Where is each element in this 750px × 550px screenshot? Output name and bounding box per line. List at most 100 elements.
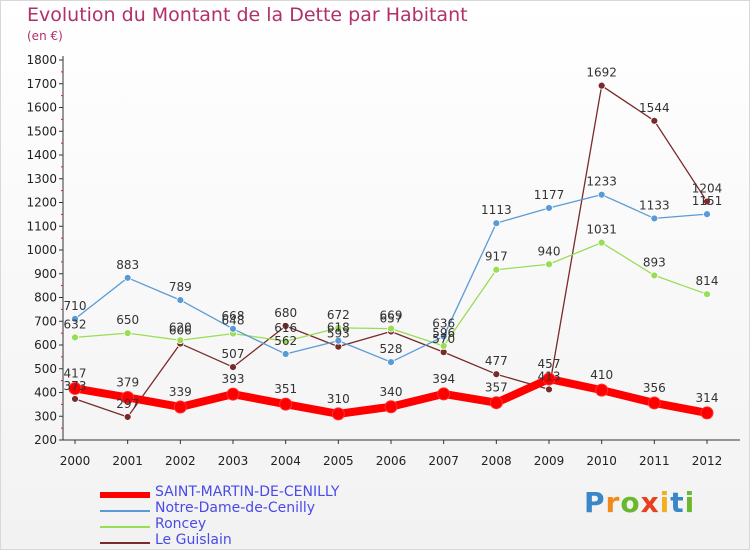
data-point: [71, 395, 79, 403]
data-label: 883: [116, 258, 139, 272]
data-point: [492, 219, 501, 228]
brand-letter: o: [620, 486, 641, 519]
brand-letter: P: [584, 486, 606, 519]
data-point: [334, 323, 343, 332]
data-point: [489, 396, 503, 410]
data-point: [176, 296, 185, 305]
data-label: 1113: [481, 203, 512, 217]
data-point: [279, 397, 293, 411]
y-tick-label: 500: [34, 362, 57, 376]
data-label: 379: [116, 375, 139, 389]
y-tick-label: 600: [34, 338, 57, 352]
data-label: 413: [538, 369, 561, 383]
data-label: 917: [485, 250, 508, 264]
data-point: [542, 372, 556, 386]
data-label: 373: [64, 379, 87, 393]
data-label: 668: [222, 309, 245, 323]
data-point: [703, 290, 711, 299]
y-tick-label: 400: [34, 386, 57, 400]
legend-swatch: [100, 542, 150, 544]
data-point: [703, 197, 711, 206]
x-tick-label: 2000: [60, 454, 91, 468]
data-label: 657: [380, 311, 403, 325]
y-tick-label: 1100: [26, 219, 57, 233]
data-label: 417: [64, 366, 87, 380]
data-label: 562: [274, 334, 297, 348]
data-point: [647, 396, 661, 410]
y-tick-label: 800: [34, 291, 57, 305]
brand-letter: x: [640, 486, 660, 519]
data-label: 570: [432, 332, 455, 346]
data-label: 1151: [692, 194, 723, 208]
data-label: 593: [327, 327, 350, 341]
y-tick-label: 200: [34, 433, 57, 447]
y-tick-label: 1800: [26, 53, 57, 67]
data-label: 297: [116, 397, 139, 411]
data-point: [229, 363, 237, 371]
brand-letter: i: [659, 486, 671, 519]
chart-title: Evolution du Montant de la Dette par Hab…: [27, 4, 468, 26]
y-tick-label: 1000: [26, 243, 57, 257]
data-point: [226, 387, 240, 401]
data-label: 940: [538, 244, 561, 258]
data-label: 339: [169, 385, 192, 399]
data-point: [700, 406, 714, 420]
legend-label: SAINT-MARTIN-DE-CENILLY: [155, 484, 340, 500]
data-point: [597, 238, 606, 247]
data-label: 507: [222, 347, 245, 361]
y-tick-label: 1700: [26, 77, 57, 91]
y-tick-label: 1200: [26, 196, 57, 210]
data-label: 1204: [692, 182, 723, 196]
chart-unit-label: (en €): [27, 29, 63, 43]
data-point: [387, 324, 395, 333]
data-point: [545, 260, 553, 269]
y-tick-label: 300: [34, 409, 57, 423]
data-label: 351: [274, 382, 297, 396]
data-label: 1692: [586, 66, 617, 80]
legend-swatch: [100, 492, 150, 498]
data-label: 1233: [586, 175, 617, 189]
data-label: 650: [116, 313, 139, 327]
data-point: [437, 387, 451, 401]
data-label: 1177: [534, 188, 565, 202]
data-label: 1544: [639, 101, 670, 115]
data-label: 632: [64, 317, 87, 331]
legend-item: Notre-Dame-de-Cenilly: [100, 500, 420, 518]
data-point: [176, 336, 185, 345]
data-point: [71, 314, 79, 323]
x-tick-label: 2005: [323, 454, 354, 468]
data-label: 620: [169, 320, 192, 334]
y-tick-label: 700: [34, 314, 57, 328]
data-label: 357: [485, 381, 508, 395]
x-tick-label: 2010: [586, 454, 617, 468]
y-tick-label: 900: [34, 267, 57, 281]
data-point: [281, 350, 290, 358]
data-point: [121, 390, 135, 404]
data-point: [331, 407, 345, 421]
x-tick-label: 2012: [692, 454, 723, 468]
data-label: 393: [222, 372, 245, 386]
brand-letter: i: [684, 486, 696, 519]
data-label: 394: [432, 372, 455, 386]
data-label: 477: [485, 354, 508, 368]
data-label: 314: [696, 391, 719, 405]
brand-logo: Proxiti: [584, 486, 695, 519]
x-tick-label: 2004: [270, 454, 301, 468]
x-tick-label: 2007: [428, 454, 459, 468]
legend-item: Roncey: [100, 516, 420, 534]
data-label: 340: [380, 385, 403, 399]
data-point: [545, 204, 553, 212]
data-label: 356: [643, 381, 666, 395]
data-point: [545, 385, 553, 394]
data-label: 893: [643, 255, 666, 269]
data-point: [492, 370, 501, 379]
data-point: [229, 324, 237, 333]
x-tick-label: 2002: [165, 454, 196, 468]
data-point: [595, 383, 609, 397]
data-point: [439, 342, 448, 350]
brand-letter: r: [605, 486, 621, 519]
y-tick-label: 1600: [26, 101, 57, 115]
data-label: 1031: [586, 223, 617, 237]
legend-swatch: [100, 526, 150, 528]
